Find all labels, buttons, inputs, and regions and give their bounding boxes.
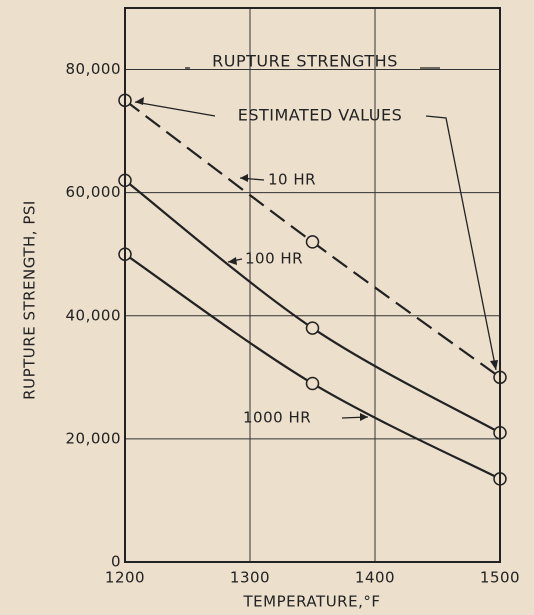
arrow xyxy=(134,101,216,117)
series-line xyxy=(124,179,501,434)
plot-frame xyxy=(124,7,501,563)
data-point xyxy=(305,321,320,335)
data-point xyxy=(305,235,320,249)
y-tick-label: 80,000 xyxy=(66,60,122,78)
x-tick-label: 1500 xyxy=(480,569,520,587)
y-tick-label: 40,000 xyxy=(66,306,122,324)
annotation: ESTIMATED VALUES xyxy=(238,106,403,125)
x-axis-label: TEMPERATURE,°F xyxy=(243,593,381,611)
series-label: 100 HR xyxy=(245,250,303,268)
arrow-head xyxy=(360,413,368,421)
arrow-head xyxy=(228,257,237,265)
x-tick-label: 1400 xyxy=(355,569,395,587)
arrow-head xyxy=(240,174,248,182)
y-axis-label: RUPTURE STRENGTH, PSI xyxy=(21,200,39,400)
marks xyxy=(118,93,507,486)
series-label: 10 HR xyxy=(268,171,316,189)
series-label: 1000 HR xyxy=(243,409,311,427)
x-tick-label: 1300 xyxy=(230,569,270,587)
grid xyxy=(124,8,501,563)
x-tick-label: 1200 xyxy=(105,569,145,587)
arrow xyxy=(425,115,497,371)
y-tick-label: 0 xyxy=(111,553,121,571)
y-tick-label: 20,000 xyxy=(66,429,122,447)
arrow-head xyxy=(490,360,498,370)
data-point xyxy=(305,376,320,391)
series-line xyxy=(124,253,501,480)
arrow-head xyxy=(135,97,144,105)
annotation: RUPTURE STRENGTHS xyxy=(212,52,398,71)
y-tick-label: 60,000 xyxy=(66,183,122,201)
